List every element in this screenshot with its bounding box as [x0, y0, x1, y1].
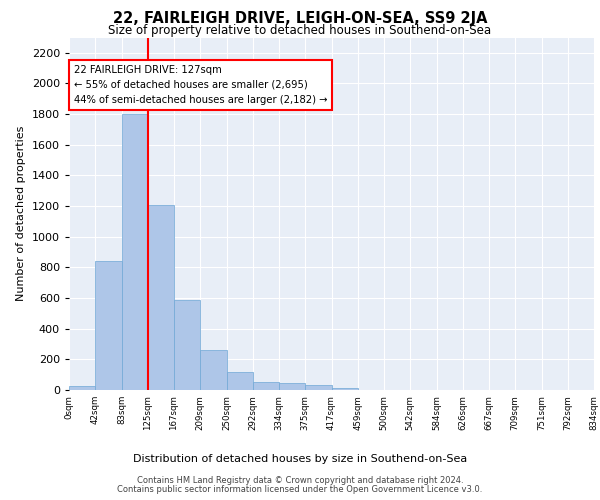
Text: 22, FAIRLEIGH DRIVE, LEIGH-ON-SEA, SS9 2JA: 22, FAIRLEIGH DRIVE, LEIGH-ON-SEA, SS9 2… — [113, 11, 487, 26]
Bar — [253, 382, 279, 390]
Bar — [227, 372, 253, 390]
Text: 22 FAIRLEIGH DRIVE: 127sqm
← 55% of detached houses are smaller (2,695)
44% of s: 22 FAIRLEIGH DRIVE: 127sqm ← 55% of deta… — [74, 65, 327, 104]
Y-axis label: Number of detached properties: Number of detached properties — [16, 126, 26, 302]
Bar — [121, 114, 148, 390]
Bar — [95, 262, 121, 390]
Bar — [174, 300, 200, 390]
Bar — [331, 388, 358, 390]
Bar — [200, 350, 227, 390]
Bar — [279, 383, 305, 390]
Bar — [69, 386, 95, 390]
Text: Size of property relative to detached houses in Southend-on-Sea: Size of property relative to detached ho… — [109, 24, 491, 37]
Text: Contains public sector information licensed under the Open Government Licence v3: Contains public sector information licen… — [118, 484, 482, 494]
Text: Distribution of detached houses by size in Southend-on-Sea: Distribution of detached houses by size … — [133, 454, 467, 464]
Text: Contains HM Land Registry data © Crown copyright and database right 2024.: Contains HM Land Registry data © Crown c… — [137, 476, 463, 485]
Bar — [305, 386, 331, 390]
Bar — [148, 204, 174, 390]
